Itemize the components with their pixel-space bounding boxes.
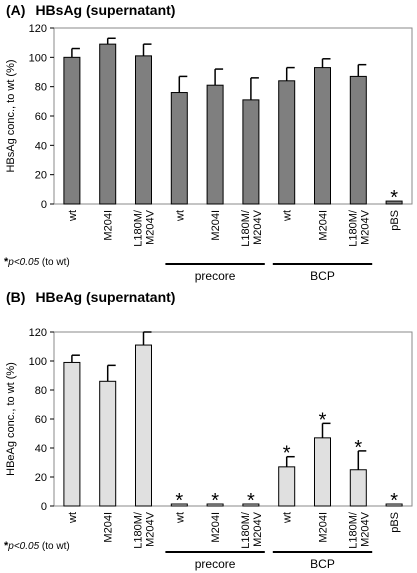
bar	[99, 43, 117, 205]
y-tick-label: 0	[41, 501, 47, 513]
significance-star: *	[175, 490, 183, 512]
bar	[206, 84, 224, 205]
y-tick-label: 80	[35, 82, 47, 94]
group-label: BCP	[310, 269, 335, 283]
footnote-star: *	[4, 540, 9, 552]
bar	[242, 503, 260, 507]
x-tick-label: pBS	[389, 512, 401, 533]
panel-a-label: (A)	[6, 2, 26, 18]
footnote-pvalue: p<0.05	[8, 257, 40, 268]
y-tick-label: 100	[29, 52, 47, 64]
x-tick-label: L180M/M204V	[133, 511, 157, 549]
y-tick-label: 100	[29, 356, 47, 368]
x-tick-label: pBS	[389, 210, 401, 231]
x-tick-label: wt	[282, 512, 294, 524]
x-tick-label: wt	[174, 512, 186, 524]
significance-star: *	[390, 187, 398, 209]
significance-star: *	[247, 490, 255, 512]
group-label: BCP	[310, 557, 335, 571]
bar	[99, 380, 117, 507]
bar	[63, 56, 81, 205]
y-tick-label: 120	[29, 23, 47, 35]
x-tick-label: M204I	[318, 512, 330, 543]
panel-hbsag: 0 20 40 60 80 100 120 HBsAg conc., to wt (%) wt M…	[4, 2, 413, 283]
panel-a-footnote: *p<0.05 (to wt)	[4, 256, 70, 268]
bar	[349, 469, 367, 507]
hbeag-bar-chart: 0 20 40 60 80 100 120 HBeAg conc., to wt (%) wt M…	[5, 327, 413, 571]
panel-hbeag: 0 20 40 60 80 100 120 HBeAg conc., to wt (%) wt M…	[0, 287, 417, 573]
bar	[242, 99, 260, 205]
panel-a-title-text: HBsAg (supernatant)	[35, 2, 176, 18]
significance-star: *	[211, 490, 219, 512]
x-tick-label: M204I	[318, 210, 330, 241]
x-tick-label: M204I	[103, 210, 115, 241]
x-tick-label: M204I	[210, 512, 222, 543]
bar	[206, 503, 224, 507]
bar	[135, 344, 152, 507]
y-tick-label: 60	[35, 414, 47, 426]
panel-b-label: (B)	[6, 289, 26, 305]
y-tick-label: 80	[35, 385, 47, 397]
bar	[170, 503, 188, 507]
y-tick-label: 120	[29, 327, 47, 339]
bar	[314, 437, 331, 507]
x-tick-label: L180M/M204V	[240, 511, 264, 549]
footnote-suffix: (to wt)	[39, 257, 70, 268]
group-label: precore	[195, 557, 236, 571]
bar	[385, 503, 403, 507]
y-axis-label: HBeAg conc., to wt (%)	[5, 362, 17, 476]
x-tick-label: wt	[174, 210, 186, 222]
panel-b-title: (B) HBeAg (supernatant)	[6, 289, 175, 305]
footnote-star: *	[4, 256, 9, 268]
bar	[349, 75, 367, 205]
y-tick-label: 60	[35, 111, 47, 123]
x-tick-label: L180M/M204V	[240, 209, 264, 247]
significance-star: *	[283, 443, 291, 465]
x-tick-label: wt	[67, 512, 79, 524]
y-tick-label: 40	[35, 140, 47, 152]
bar	[63, 361, 81, 507]
footnote-suffix: (to wt)	[39, 541, 70, 552]
bar	[385, 200, 403, 205]
bar	[278, 80, 296, 205]
hbsag-bar-chart: 0 20 40 60 80 100 120 HBsAg conc., to wt (%) wt M…	[5, 23, 413, 283]
bar	[170, 92, 188, 205]
significance-star: *	[354, 437, 362, 459]
group-label: precore	[195, 269, 236, 283]
x-tick-label: L180M/M204V	[347, 511, 371, 549]
y-axis-label: HBsAg conc., to wt (%)	[5, 59, 17, 172]
significance-star: *	[319, 409, 327, 431]
x-tick-label: wt	[67, 210, 79, 222]
bar	[278, 466, 296, 507]
y-tick-label: 40	[35, 443, 47, 455]
panel-b-title-text: HBeAg (supernatant)	[35, 289, 176, 305]
bar	[314, 67, 331, 205]
bar	[135, 55, 152, 205]
panel-b-footnote: *p<0.05 (to wt)	[4, 540, 70, 552]
footnote-pvalue: p<0.05	[8, 541, 40, 552]
panel-a-title: (A) HBsAg (supernatant)	[6, 2, 175, 18]
x-tick-label: M204I	[210, 210, 222, 241]
y-tick-label: 20	[35, 472, 47, 484]
x-tick-label: M204I	[103, 512, 115, 543]
x-tick-label: L180M/M204V	[347, 209, 371, 247]
y-tick-label: 20	[35, 170, 47, 182]
x-tick-label: wt	[282, 210, 294, 222]
y-tick-label: 0	[41, 199, 47, 211]
x-tick-label: L180M/M204V	[133, 209, 157, 247]
significance-star: *	[390, 490, 398, 512]
